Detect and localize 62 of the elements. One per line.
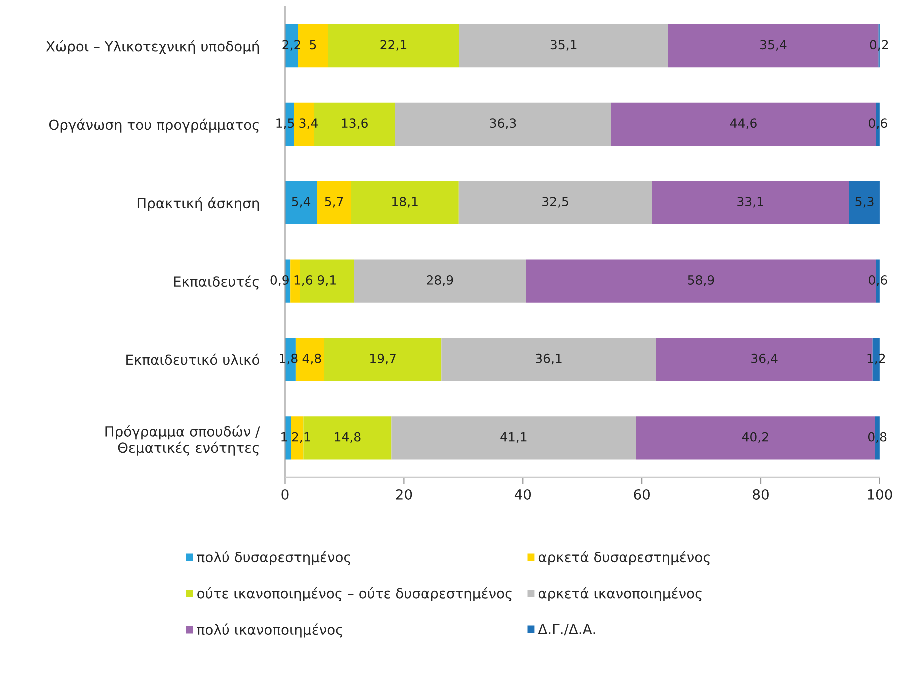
data-label: 5,4 [292,197,311,208]
data-label: 2,1 [292,432,310,444]
x-tick-label: 100 [868,489,892,500]
data-label: 40,2 [742,432,768,444]
y-tick-label: Πρόγραμμα σπουδών / Θεματικές ενότητες [106,426,260,456]
data-label: 5,3 [856,197,874,208]
x-tick-label: 0 [282,489,289,500]
x-tick-label: 40 [514,489,532,500]
data-label: 32,5 [542,197,568,208]
bar [317,181,352,224]
y-tick-label: Χώροι – Υλικοτεχνική υποδομή [46,40,260,54]
data-label: 19,7 [370,354,396,365]
data-label: 3,4 [300,118,318,130]
data-label: 4,8 [302,354,322,365]
data-label: 0,6 [869,275,888,286]
bar [395,102,612,146]
y-tick-label: Οργάνωση του προγράμματος [49,118,259,133]
data-label: 1,2 [868,354,886,365]
data-label: 0,2 [870,40,888,51]
data-label: 5,7 [325,197,344,208]
y-tick-label: Εκπαιδευτές [174,276,259,290]
data-label: 41,1 [500,432,527,444]
data-label: 44,6 [730,118,757,130]
data-label: 14,8 [335,432,361,444]
bar [392,416,636,460]
data-label: 22,1 [380,40,407,51]
x-tick-label: 60 [634,489,650,500]
legend-label: ούτε ικανοποιημένος – ούτε δυσαρεστημένος [198,588,512,602]
legend-label: πολύ ικανοποιημένος [197,624,342,638]
y-tick-label: Πρακτική άσκηση [138,197,260,212]
data-label: 33,1 [738,197,764,208]
bar [285,181,318,224]
bar [459,24,668,68]
data-label: 35,1 [550,40,577,51]
data-label: 36,1 [536,354,562,365]
data-label: 28,9 [427,275,454,286]
data-label: 1,6 [294,275,313,286]
legend-label: αρκετά δυσαρεστημένος [538,551,710,566]
data-label: 0,8 [868,432,887,444]
bar [652,181,850,224]
data-label: 0,6 [869,118,888,130]
data-label: 36,4 [752,354,778,365]
bar [849,181,880,224]
bar [442,338,656,382]
data-label: 5 [310,40,316,50]
y-tick-label: Εκπαιδευτικό υλικό [126,354,260,366]
bar [458,181,652,224]
x-tick-label: 80 [753,489,769,500]
data-label: 58,9 [688,275,714,286]
data-label: 35,4 [760,40,787,51]
legend-label: Δ.Γ./Δ.Α. [538,624,596,636]
legend-label: πολύ δυσαρεστημένος [197,551,351,566]
bar [328,24,460,68]
bar [324,338,442,382]
legend-label: αρκετά ικανοποιημένος [538,588,702,602]
data-label: 9,1 [318,275,336,286]
bar [354,260,526,303]
x-tick-label: 20 [396,489,412,500]
bar [351,181,459,224]
data-label: 36,3 [490,118,516,130]
data-label: 18,1 [392,197,418,208]
data-label: 13,6 [342,118,368,130]
